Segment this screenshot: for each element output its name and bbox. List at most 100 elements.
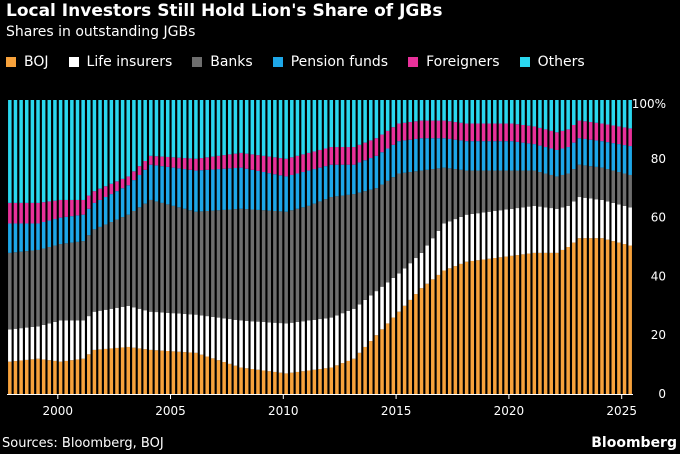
bar-segment-boj: [572, 242, 576, 394]
bar-segment-others: [521, 100, 525, 125]
bar-segment-boj: [363, 346, 367, 394]
bar-segment-boj: [160, 350, 164, 394]
bar-segment-foreigners: [605, 124, 610, 143]
bar-segment-boj: [58, 361, 63, 394]
bar-segment-life-insurers: [380, 286, 384, 330]
bar-segment-foreigners: [267, 156, 271, 174]
bar-segment-banks: [194, 211, 198, 315]
bar-segment-foreigners: [611, 125, 616, 144]
bar-segment-others: [19, 100, 23, 203]
bar-segment-boj: [222, 362, 226, 394]
bar-segment-pension-funds: [143, 169, 147, 204]
bar-segment-foreigners: [103, 186, 108, 198]
bar-segment-life-insurers: [323, 318, 328, 369]
brand-logo: Bloomberg: [591, 435, 677, 451]
bar-segment-banks: [30, 250, 35, 327]
bar-segment-pension-funds: [357, 162, 362, 193]
bar-segment-life-insurers: [628, 207, 632, 246]
bar-segment-others: [329, 100, 334, 148]
bar-segment-others: [290, 100, 294, 158]
bar-segment-life-insurers: [357, 304, 362, 353]
x-tick-label: 2020: [494, 404, 525, 418]
bar-segment-foreigners: [374, 138, 379, 156]
bar-segment-others: [92, 100, 97, 192]
bar-segment-banks: [481, 170, 486, 213]
bar-segment-banks: [346, 194, 350, 311]
bar-segment-boj: [487, 258, 491, 394]
bar-segment-life-insurers: [453, 219, 458, 267]
bar-segment-foreigners: [70, 199, 74, 217]
bar-segment-foreigners: [239, 152, 243, 168]
bar-segment-banks: [470, 170, 475, 214]
bar-segment-boj: [165, 351, 170, 394]
y-tick-label: 20: [651, 328, 666, 342]
bar-segment-banks: [143, 203, 147, 311]
bar-segment-boj: [414, 294, 418, 394]
bar-segment-boj: [261, 370, 266, 394]
bar-segment-banks: [290, 210, 294, 323]
bar-segment-others: [346, 100, 350, 148]
bar-segment-banks: [622, 173, 627, 206]
bar-segment-life-insurers: [306, 320, 311, 371]
bar-segment-banks: [120, 217, 125, 307]
bar-segment-life-insurers: [436, 230, 441, 275]
bar-segment-life-insurers: [228, 319, 232, 364]
bar-segment-foreigners: [171, 157, 176, 168]
bar-segment-pension-funds: [532, 144, 537, 171]
legend-item-others: Others: [519, 54, 585, 70]
bar-segment-banks: [577, 164, 582, 198]
bar-segment-pension-funds: [290, 174, 294, 211]
bar-segment-others: [41, 100, 46, 203]
bar-segment-others: [504, 100, 508, 124]
bar-segment-life-insurers: [222, 318, 226, 363]
bar-segment-boj: [228, 363, 232, 394]
bar-segment-banks: [318, 201, 322, 320]
bar-segment-life-insurers: [504, 209, 508, 257]
bar-segment-banks: [504, 170, 508, 210]
bar-segment-life-insurers: [244, 320, 249, 369]
bar-segment-pension-funds: [594, 140, 599, 167]
bar-segment-boj: [154, 350, 159, 394]
bar-segment-pension-funds: [617, 144, 621, 173]
bar-segment-pension-funds: [414, 138, 418, 172]
bar-segment-foreigners: [58, 199, 63, 218]
bar-segment-others: [115, 100, 119, 182]
bar-segment-banks: [628, 174, 632, 208]
bar-segment-banks: [239, 208, 243, 321]
bar-segment-pension-funds: [126, 185, 130, 215]
bar-segment-life-insurers: [70, 320, 74, 361]
bar-segment-banks: [464, 170, 469, 215]
legend-label-life-insurers: Life insurers: [86, 54, 173, 70]
bar-segment-others: [126, 100, 130, 177]
bar-segment-banks: [24, 251, 29, 328]
bar-segment-life-insurers: [290, 322, 294, 373]
bar-segment-foreigners: [301, 154, 305, 173]
bar-segment-banks: [436, 168, 441, 231]
bar-segment-boj: [346, 360, 350, 394]
bar-segment-boj: [250, 369, 255, 394]
bar-segment-boj: [149, 349, 153, 394]
bar-segment-foreigners: [199, 158, 204, 171]
bar-segment-pension-funds: [273, 174, 277, 211]
bar-segment-pension-funds: [24, 223, 29, 252]
bar-segment-pension-funds: [301, 172, 305, 208]
bar-segment-pension-funds: [115, 191, 119, 220]
bar-segment-pension-funds: [611, 143, 616, 171]
bar-segment-others: [318, 100, 322, 150]
bar-segment-others: [543, 100, 548, 130]
bar-segment-foreigners: [572, 124, 576, 143]
bar-segment-banks: [41, 248, 46, 325]
bar-segment-boj: [510, 255, 514, 394]
bar-segment-others: [538, 100, 542, 128]
bar-segment-pension-funds: [464, 141, 469, 171]
legend-item-pension-funds: Pension funds: [272, 54, 388, 70]
bar-segment-others: [470, 100, 475, 124]
bar-segment-others: [515, 100, 520, 125]
bar-segment-foreigners: [617, 126, 621, 145]
bar-segment-others: [256, 100, 260, 156]
bar-segment-life-insurers: [363, 299, 367, 347]
bar-segment-banks: [132, 210, 136, 308]
bar-segment-others: [182, 100, 187, 159]
legend-swatch-banks: [192, 57, 203, 67]
bar-segment-pension-funds: [476, 141, 480, 171]
